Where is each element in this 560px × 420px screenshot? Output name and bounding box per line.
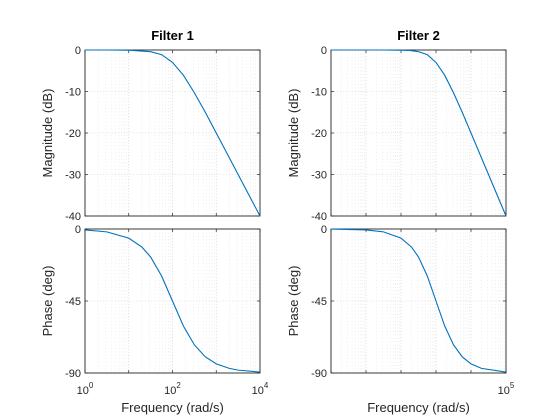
y-tick-label: -20 bbox=[65, 128, 81, 140]
phase-series-line bbox=[84, 229, 261, 373]
phase-axis-label: Phase (deg) bbox=[286, 266, 301, 337]
y-tick-label: -20 bbox=[311, 128, 327, 140]
y-tick-label: -30 bbox=[311, 170, 327, 182]
y-tick-label: 0 bbox=[321, 45, 327, 57]
magnitude-series-line bbox=[85, 49, 261, 217]
phase-panel: 0 -45 -90 Phase (deg) bbox=[286, 224, 507, 380]
y-tick-label: -10 bbox=[311, 87, 327, 99]
phase-series-line bbox=[330, 228, 507, 373]
magnitude-axis-label: Magnitude (dB) bbox=[286, 89, 301, 178]
y-tick-label: 0 bbox=[75, 45, 81, 57]
y-tick-label: -45 bbox=[65, 296, 81, 308]
y-tick-label: -45 bbox=[311, 296, 327, 308]
magnitude-series-line bbox=[331, 49, 507, 217]
x-tick-label-base: 10 bbox=[498, 385, 510, 397]
y-tick-label: -90 bbox=[65, 368, 81, 380]
magnitude-axis-label: Magnitude (dB) bbox=[40, 89, 55, 178]
y-tick-label: -40 bbox=[65, 211, 81, 223]
magnitude-panel: 0 -10 -20 -30 -40 Magnitude (dB) bbox=[286, 45, 507, 223]
x-tick-label-base: 10 bbox=[77, 385, 89, 397]
chart-title: Filter 1 bbox=[151, 28, 194, 43]
x-tick-label-exponent: 0 bbox=[89, 381, 94, 390]
phase-axis-label: Phase (deg) bbox=[40, 266, 55, 337]
x-tick-label-base: 10 bbox=[164, 385, 176, 397]
x-tick-label: 105 bbox=[498, 381, 515, 397]
x-axis-label: Frequency (rad/s) bbox=[121, 400, 224, 415]
phase-panel: 0 -45 -90 Phase (deg) bbox=[40, 224, 261, 380]
chart-title: Filter 2 bbox=[397, 28, 440, 43]
y-tick-label: 0 bbox=[75, 224, 81, 236]
magnitude-panel: 0 -10 -20 -30 -40 Magnitude (dB) bbox=[40, 45, 261, 223]
x-tick-label: 100 bbox=[77, 381, 94, 397]
x-tick-label: 104 bbox=[252, 381, 269, 397]
y-tick-label: -40 bbox=[311, 211, 327, 223]
x-tick-label-exponent: 4 bbox=[264, 381, 269, 390]
x-tick-label-base: 10 bbox=[252, 385, 264, 397]
x-tick-label: 102 bbox=[164, 381, 181, 397]
x-tick-label-exponent: 5 bbox=[510, 381, 515, 390]
y-tick-label: 0 bbox=[321, 224, 327, 236]
chart-filter-2: Filter 2 0 -10 -20 -30 -40 Magnitude (dB) 0 -45 -… bbox=[286, 28, 515, 415]
y-tick-label: -10 bbox=[65, 87, 81, 99]
x-axis-label: Frequency (rad/s) bbox=[367, 400, 470, 415]
chart-filter-1: Filter 1 0 -10 -20 -30 -40 Magnitude (dB) 0 -45 -… bbox=[40, 28, 269, 415]
y-tick-label: -90 bbox=[311, 368, 327, 380]
y-tick-label: -30 bbox=[65, 170, 81, 182]
x-tick-label-exponent: 2 bbox=[176, 381, 181, 390]
